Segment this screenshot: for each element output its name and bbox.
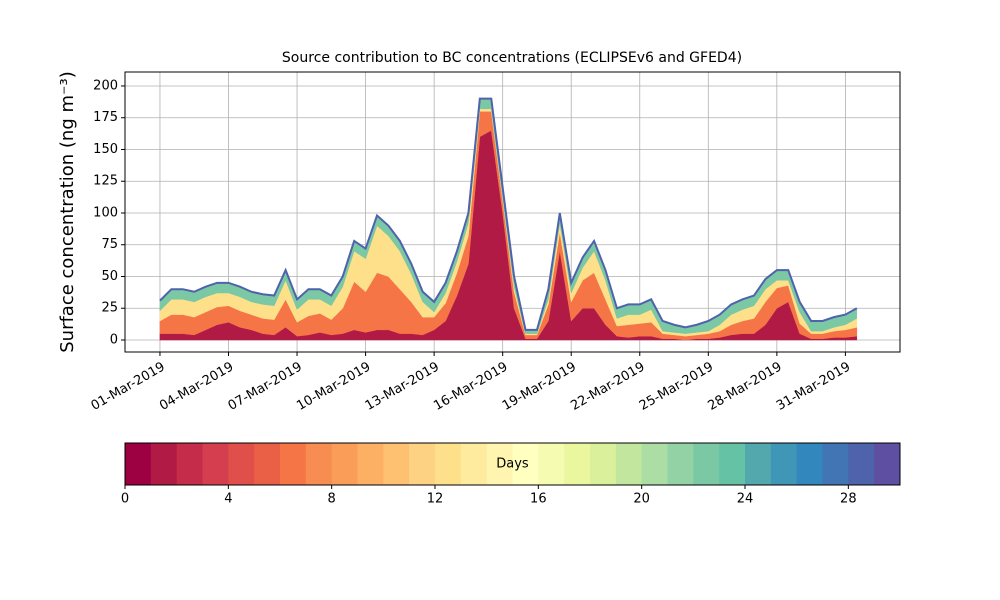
- colorbar-cell: [564, 443, 591, 485]
- colorbar-cell: [150, 443, 178, 485]
- colorbar-cell: [486, 443, 513, 485]
- x-tick-label: 10-Mar-2019: [294, 360, 373, 414]
- x-tick-label: 31-Mar-2019: [774, 360, 853, 414]
- colorbar-cell: [615, 443, 643, 485]
- colorbar-cell: [693, 443, 720, 485]
- y-tick-label: 25: [101, 301, 118, 316]
- colorbar-label: Days: [496, 457, 529, 472]
- colorbar-frame: [124, 442, 901, 486]
- y-tick-label: 150: [93, 142, 118, 157]
- plot-frame: [124, 71, 901, 353]
- colorbar-cell: [383, 443, 410, 485]
- colorbar-tick-label: 12: [427, 492, 444, 507]
- colorbar-cell: [590, 443, 617, 485]
- colorbar-cell: [822, 443, 849, 485]
- x-tick-label: 25-Mar-2019: [637, 360, 716, 414]
- colorbar-cell: [280, 443, 307, 485]
- colorbar-cell: [538, 443, 565, 485]
- chart-title: Source contribution to BC concentrations…: [282, 50, 742, 66]
- x-tick-label: 13-Mar-2019: [363, 360, 442, 414]
- colorbar-cell: [770, 443, 798, 485]
- colorbar-cell: [331, 443, 358, 485]
- y-tick-label: 100: [93, 205, 118, 220]
- colorbar-cell: [512, 443, 539, 485]
- y-tick-label: 125: [93, 174, 118, 189]
- x-tick-label: 19-Mar-2019: [500, 360, 579, 414]
- x-tick-label: 16-Mar-2019: [431, 360, 510, 414]
- y-tick-label: 200: [93, 78, 118, 93]
- colorbar-tick-label: 28: [840, 492, 857, 507]
- x-tick-label: 04-Mar-2019: [157, 360, 236, 414]
- colorbar-cell: [874, 443, 901, 485]
- colorbar-tick-label: 8: [328, 492, 336, 507]
- colorbar-cell: [460, 443, 488, 485]
- y-tick-label: 175: [93, 110, 118, 125]
- colorbar-tick-label: 4: [224, 492, 232, 507]
- top-edge: [159, 97, 858, 331]
- x-tick-label: 28-Mar-2019: [705, 360, 784, 414]
- x-tick-label: 01-Mar-2019: [89, 360, 168, 414]
- colorbar-tick-label: 16: [530, 492, 547, 507]
- colorbar-tick-label: 0: [121, 492, 129, 507]
- y-tick-label: 50: [101, 269, 118, 284]
- colorbar-cell: [254, 443, 281, 485]
- colorbar-cell: [357, 443, 384, 485]
- colorbar-cell: [667, 443, 694, 485]
- colorbar-cell: [719, 443, 746, 485]
- x-tick-label: 07-Mar-2019: [226, 360, 305, 414]
- colorbar-cell: [641, 443, 668, 485]
- colorbar-tick-label: 24: [737, 492, 754, 507]
- colorbar-cell: [125, 443, 152, 485]
- colorbar-tick-label: 20: [633, 492, 650, 507]
- x-tick-label: 22-Mar-2019: [568, 360, 647, 414]
- y-tick-label: 75: [101, 237, 118, 252]
- y-axis-label: Surface concentration (ng m⁻³): [57, 71, 78, 353]
- colorbar-cell: [745, 443, 772, 485]
- colorbar-cell: [228, 443, 255, 485]
- colorbar-cell: [305, 443, 333, 485]
- colorbar-cell: [796, 443, 823, 485]
- y-tick-label: 0: [110, 332, 118, 347]
- colorbar-cell: [848, 443, 875, 485]
- colorbar-cell: [176, 443, 203, 485]
- colorbar-cell: [435, 443, 462, 485]
- colorbar-cell: [409, 443, 436, 485]
- colorbar-cell: [202, 443, 229, 485]
